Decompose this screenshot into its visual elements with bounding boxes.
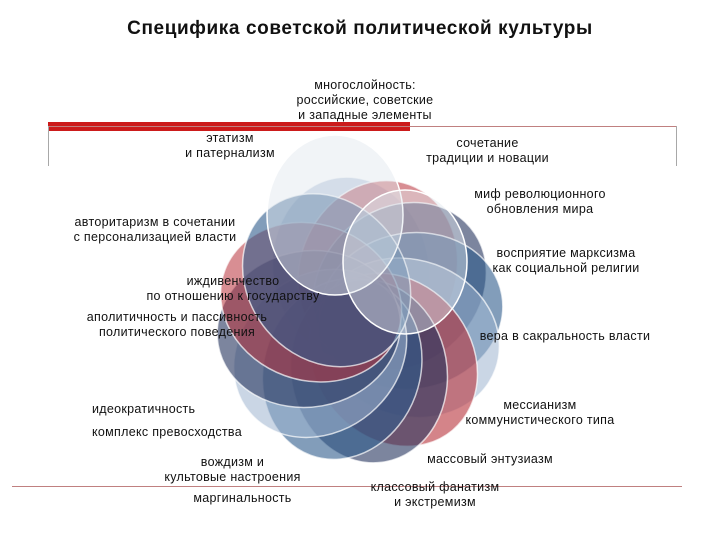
frame-left xyxy=(48,126,49,166)
frame-right xyxy=(676,126,677,166)
label-myth: миф революционного обновления мира xyxy=(474,187,606,216)
label-superiority: комплекс превосходства xyxy=(92,425,242,439)
label-leaderism: вождизм и культовые настроения xyxy=(164,455,301,484)
label-apolitical: аполитичность и пассивность политическог… xyxy=(86,310,268,339)
label-fanaticism: классовый фанатизм и экстремизм xyxy=(370,480,500,509)
label-multilayer: многослойность: российские, советские и … xyxy=(296,78,434,122)
label-sacrality: вера в сакральность власти xyxy=(479,329,651,343)
label-tradition: сочетание традиции и новации xyxy=(426,136,549,165)
label-marginality: маргинальность xyxy=(193,491,292,505)
label-dependency: иждивенчество по отношению к государству xyxy=(146,274,320,303)
label-enthusiasm: массовый энтузиазм xyxy=(427,452,553,466)
slide-title: Специфика советской политической культур… xyxy=(127,18,593,39)
label-ideocracy: идеократичность xyxy=(92,402,196,416)
highlight-petal-2 xyxy=(342,189,468,335)
label-marxism: восприятие марксизма как социальной рели… xyxy=(492,246,640,275)
top-rule xyxy=(48,126,676,127)
label-authoritarianism: авторитаризм в сочетании с персонализаци… xyxy=(73,215,237,244)
label-etatism: этатизм и патернализм xyxy=(185,131,275,160)
highlight-petal-1 xyxy=(266,134,404,296)
label-messianism: мессианизм коммунистического типа xyxy=(465,398,615,427)
bottom-rule xyxy=(12,486,682,487)
